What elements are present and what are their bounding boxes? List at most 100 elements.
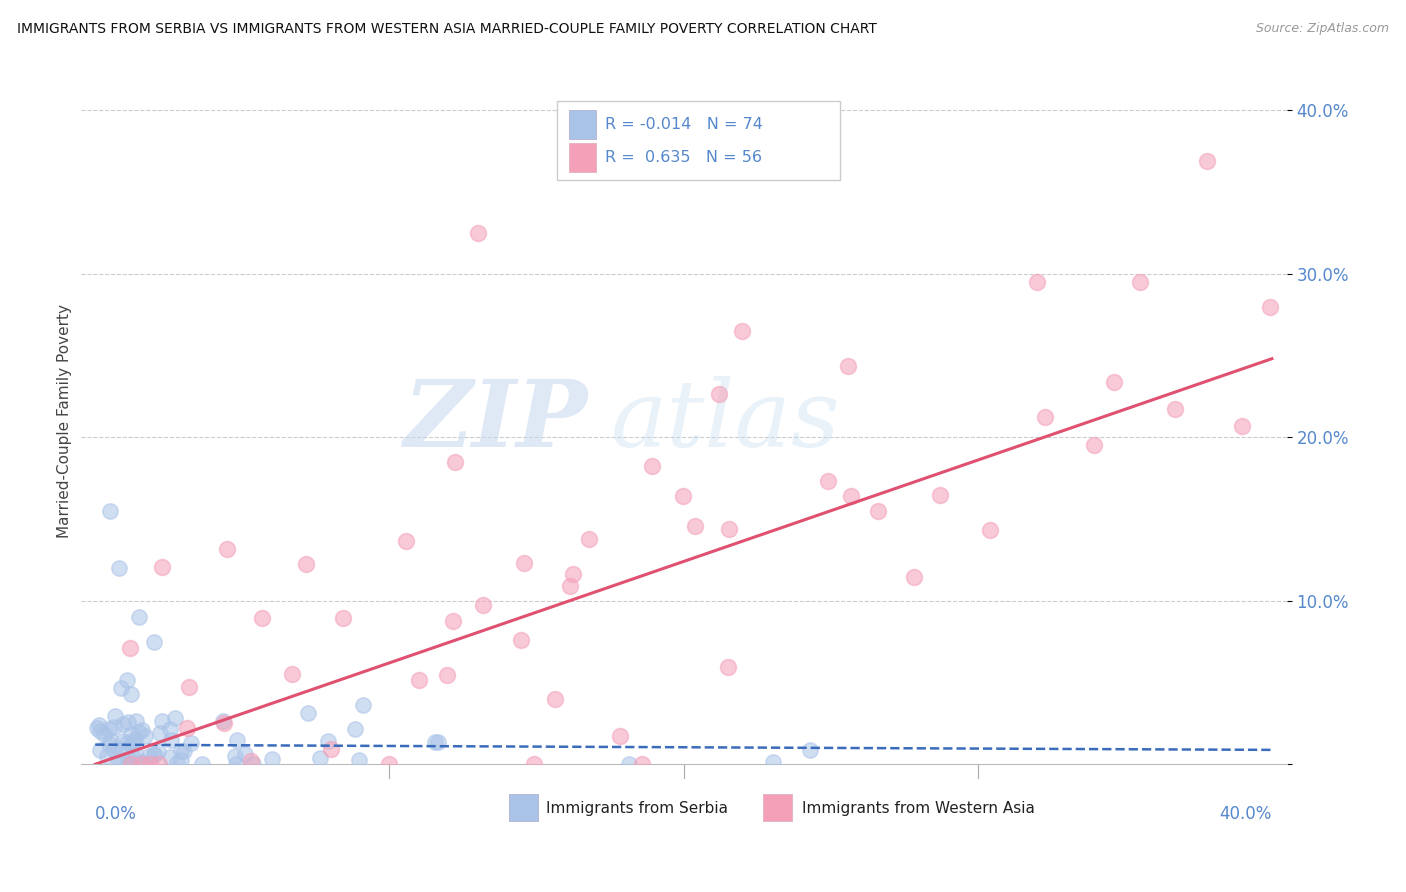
Point [233, 747, 256, 762]
Point [578, 533, 600, 547]
Point [134, 729, 156, 743]
Point [423, 735, 446, 749]
Text: 40.0%: 40.0% [1219, 805, 1272, 823]
Point [118, 640, 141, 655]
Text: ZIP: ZIP [402, 376, 588, 466]
Point [111, 756, 134, 771]
Point [731, 324, 754, 338]
Point [93, 727, 115, 741]
Text: R = -0.014   N = 74: R = -0.014 N = 74 [605, 118, 763, 132]
Text: IMMIGRANTS FROM SERBIA VS IMMIGRANTS FROM WESTERN ASIA MARRIED-COUPLE FAMILY POV: IMMIGRANTS FROM SERBIA VS IMMIGRANTS FRO… [17, 22, 877, 37]
Point [124, 732, 146, 747]
Point [903, 570, 925, 584]
Point [128, 610, 150, 624]
Point [117, 715, 139, 730]
Point [120, 687, 142, 701]
Point [1164, 402, 1187, 417]
Point [281, 666, 304, 681]
Point [426, 735, 449, 749]
Point [378, 757, 401, 772]
Bar [763, 795, 792, 821]
Point [513, 556, 536, 570]
Point [160, 732, 183, 747]
Text: 0.0%: 0.0% [96, 805, 138, 823]
Point [1258, 300, 1281, 314]
Point [260, 752, 283, 766]
Point [128, 724, 150, 739]
Point [117, 752, 139, 766]
Point [799, 743, 821, 757]
Point [837, 359, 859, 373]
Point [868, 504, 890, 518]
Point [472, 598, 495, 612]
Text: Immigrants from Western Asia: Immigrants from Western Asia [801, 801, 1035, 815]
Point [104, 708, 127, 723]
Point [509, 633, 531, 648]
Point [148, 744, 170, 758]
Text: atlas: atlas [612, 376, 841, 466]
Point [121, 747, 143, 762]
Point [318, 734, 340, 748]
Point [347, 753, 370, 767]
Point [89, 723, 111, 738]
Point [122, 735, 145, 749]
Point [225, 757, 247, 772]
Point [170, 743, 193, 757]
Point [395, 534, 418, 549]
Point [159, 750, 181, 764]
Point [112, 734, 135, 748]
Point [96, 748, 118, 763]
Point [86, 721, 108, 735]
Point [1033, 409, 1056, 424]
Point [149, 726, 172, 740]
Text: Immigrants from Serbia: Immigrants from Serbia [546, 801, 728, 815]
Point [1102, 376, 1125, 390]
Point [97, 737, 120, 751]
Point [250, 610, 273, 624]
Point [343, 722, 366, 736]
Point [1197, 154, 1219, 169]
Point [111, 743, 134, 757]
Point [609, 729, 631, 743]
Point [841, 489, 863, 503]
Point [523, 757, 546, 772]
Point [928, 488, 950, 502]
Point [215, 541, 238, 556]
Point [444, 455, 467, 469]
Point [100, 734, 122, 748]
Point [297, 706, 319, 720]
Point [294, 558, 316, 572]
Point [115, 673, 138, 688]
Point [120, 757, 142, 772]
Point [105, 750, 128, 764]
Point [163, 711, 186, 725]
Point [308, 751, 330, 765]
Point [443, 614, 465, 628]
Point [138, 748, 160, 763]
Point [1083, 437, 1105, 451]
Point [1025, 275, 1047, 289]
Point [707, 386, 730, 401]
Point [180, 736, 202, 750]
Point [332, 610, 354, 624]
Point [617, 757, 640, 772]
Point [143, 634, 166, 648]
Point [762, 756, 785, 770]
Point [558, 578, 581, 592]
Point [143, 747, 166, 762]
Point [173, 744, 195, 758]
Point [150, 560, 173, 574]
Point [148, 757, 170, 772]
Point [191, 757, 214, 772]
Point [118, 757, 141, 772]
Point [1128, 275, 1150, 289]
Point [543, 692, 565, 706]
Point [89, 718, 111, 732]
Point [150, 714, 173, 729]
Point [176, 721, 198, 735]
Point [717, 522, 740, 536]
Point [979, 523, 1001, 537]
Point [98, 722, 121, 736]
Text: Source: ZipAtlas.com: Source: ZipAtlas.com [1256, 22, 1389, 36]
Point [159, 723, 181, 737]
